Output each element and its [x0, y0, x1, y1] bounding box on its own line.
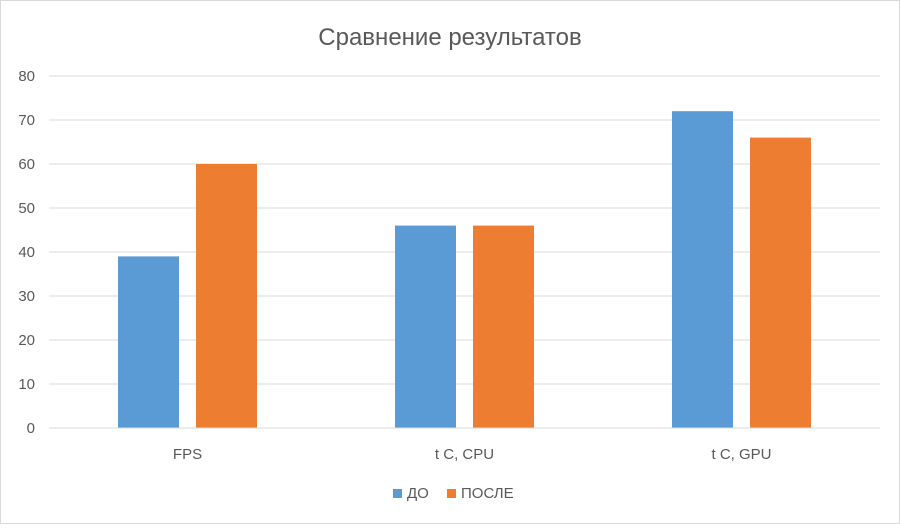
y-tick-label: 30: [18, 288, 35, 305]
y-tick-label: 0: [27, 420, 35, 437]
bar-posle-2: [750, 137, 811, 428]
y-tick-label: 40: [18, 244, 35, 261]
y-tick-label: 70: [18, 112, 35, 129]
bar-posle-0: [196, 164, 257, 428]
y-tick-label: 80: [18, 68, 35, 85]
x-tick-label: t C, CPU: [435, 446, 494, 463]
y-axis-ticks: 0 10 20 30 40 50 60 70 80: [18, 68, 35, 437]
bar-do-2: [672, 111, 733, 428]
x-tick-label: t C, GPU: [711, 446, 771, 463]
legend-swatch-posle: [447, 489, 456, 498]
legend-label-posle: ПОСЛЕ: [461, 485, 514, 502]
bar-do-1: [395, 225, 456, 428]
y-tick-label: 20: [18, 332, 35, 349]
bar-posle-1: [473, 225, 534, 428]
gridlines: [49, 75, 880, 385]
chart-title: Сравнение результатов: [318, 24, 581, 51]
bars: [118, 111, 811, 428]
legend-label-do: ДО: [407, 485, 429, 502]
x-tick-label: FPS: [173, 446, 202, 463]
legend: ДО ПОСЛЕ: [393, 485, 514, 502]
x-axis-ticks: FPS t C, CPU t C, GPU: [173, 446, 772, 463]
y-tick-label: 60: [18, 156, 35, 173]
y-tick-label: 10: [18, 376, 35, 393]
legend-swatch-do: [393, 489, 402, 498]
y-tick-label: 50: [18, 200, 35, 217]
bar-do-0: [118, 256, 179, 428]
